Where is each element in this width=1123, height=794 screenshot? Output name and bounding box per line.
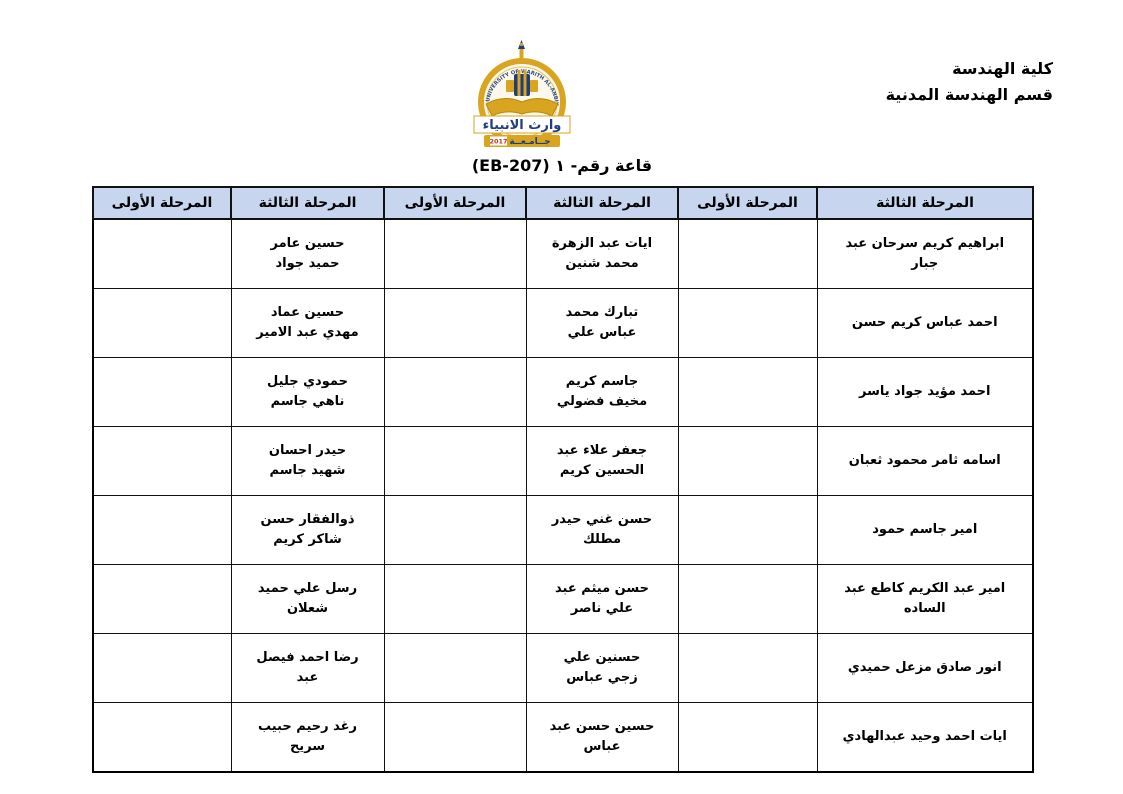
student-name-cell: انور صادق مزعل حميدي (816, 633, 1034, 703)
empty-cell (92, 564, 232, 634)
empty-cell (383, 288, 527, 358)
empty-cell (677, 702, 818, 773)
student-name-cell: ايات احمد وحيد عبدالهادي (816, 702, 1034, 773)
empty-cell (677, 633, 818, 703)
student-name-cell: ابراهيم كريم سرحان عبد جبار (816, 218, 1034, 289)
student-name-cell: جاسم كريم مخيف فضولي (525, 357, 679, 427)
student-name-cell: جعفر علاء عبد الحسين كريم (525, 426, 679, 496)
empty-cell (383, 702, 527, 773)
empty-cell (383, 495, 527, 565)
student-name-cell: حسن ميثم عبد علي ناصر (525, 564, 679, 634)
college-header: كلية الهندسة قسم الهندسة المدنية (886, 56, 1053, 108)
room-title: قاعة رقم- ١ (EB-207) (471, 156, 653, 175)
empty-cell (677, 495, 818, 565)
department-name: قسم الهندسة المدنية (885, 85, 1053, 104)
student-name-cell: رغد رحيم حبيب سريح (230, 702, 385, 773)
student-name-cell: ذوالفقار حسن شاكر كريم (230, 495, 385, 565)
university-logo: UNIVERSITY OF WARITH AL-ANBIYAA وارث الا… (454, 36, 588, 160)
empty-cell (92, 288, 232, 358)
student-name-cell: حسين عماد مهدي عبد الامير (230, 288, 385, 358)
logo-year: 2017 (489, 138, 507, 146)
exam-roster-table: المرحلة الثالثة المرحلة الأولى المرحلة ا… (92, 186, 1034, 773)
student-name-cell: احمد مؤيد جواد ياسر (816, 357, 1034, 427)
table-row: امير جاسم حمود حسن غني حيدر مطلك ذوالفقا… (92, 495, 1034, 565)
empty-cell (383, 633, 527, 703)
empty-cell (92, 633, 232, 703)
logo-banner: وارث الانبياء (473, 115, 571, 134)
student-name-cell: احمد عباس كريم حسن (816, 288, 1034, 358)
column-header-stage3-b: المرحلة الثالثة (525, 186, 679, 220)
student-name-cell: حسين حسن عبد عباس (525, 702, 679, 773)
student-name-cell: حسين عامر حميد جواد (230, 218, 385, 289)
column-header-stage3-c: المرحلة الثالثة (230, 186, 385, 220)
logo-ribbon: جــامـعــة 2017 (484, 135, 560, 147)
student-name-cell: حسن غني حيدر مطلك (525, 495, 679, 565)
student-name-cell: امير عبد الكريم كاطع عبد الساده (816, 564, 1034, 634)
empty-cell (383, 426, 527, 496)
empty-cell (92, 495, 232, 565)
column-header-stage1-a: المرحلة الأولى (677, 186, 818, 220)
student-name-cell: امير جاسم حمود (816, 495, 1034, 565)
student-name-cell: رضا احمد فيصل عبد (230, 633, 385, 703)
empty-cell (92, 426, 232, 496)
empty-cell (92, 218, 232, 289)
table-row: احمد مؤيد جواد ياسر جاسم كريم مخيف فضولي… (92, 357, 1034, 427)
table-row: ابراهيم كريم سرحان عبد جبار ايات عبد الز… (92, 218, 1034, 289)
empty-cell (383, 564, 527, 634)
header-row: المرحلة الثالثة المرحلة الأولى المرحلة ا… (92, 186, 1034, 220)
table-row: احمد عباس كريم حسن تبارك محمد عباس علي ح… (92, 288, 1034, 358)
student-name-cell: حيدر احسان شهيد جاسم (230, 426, 385, 496)
calligraphy-ornament-icon (506, 70, 538, 96)
empty-cell (677, 218, 818, 289)
table-row: ايات احمد وحيد عبدالهادي حسين حسن عبد عب… (92, 702, 1034, 773)
empty-cell (677, 357, 818, 427)
table-row: انور صادق مزعل حميدي حسنين علي زجي عباس … (92, 633, 1034, 703)
logo-ribbon-text: جــامـعــة (509, 137, 550, 147)
logo-banner-text: وارث الانبياء (483, 118, 562, 133)
empty-cell (677, 426, 818, 496)
student-name-cell: حمودي جليل ناهي جاسم (230, 357, 385, 427)
empty-cell (677, 288, 818, 358)
student-name-cell: رسل علي حميد شعلان (230, 564, 385, 634)
student-name-cell: اسامه ثامر محمود ثعبان (816, 426, 1034, 496)
minaret-icon (519, 48, 524, 66)
column-header-stage1-b: المرحلة الأولى (383, 186, 527, 220)
university-emblem-icon: UNIVERSITY OF WARITH AL-ANBIYAA وارث الا… (454, 36, 571, 147)
column-header-stage1-c: المرحلة الأولى (92, 186, 232, 220)
table-row: اسامه ثامر محمود ثعبان جعفر علاء عبد الح… (92, 426, 1034, 496)
empty-cell (383, 218, 527, 289)
table-row: امير عبد الكريم كاطع عبد الساده حسن ميثم… (92, 564, 1034, 634)
empty-cell (677, 564, 818, 634)
empty-cell (92, 702, 232, 773)
empty-cell (383, 357, 527, 427)
empty-cell (92, 357, 232, 427)
student-name-cell: تبارك محمد عباس علي (525, 288, 679, 358)
student-name-cell: ايات عبد الزهرة محمد شنين (525, 218, 679, 289)
college-name: كلية الهندسة (952, 59, 1053, 78)
column-header-stage3-a: المرحلة الثالثة (816, 186, 1034, 220)
student-name-cell: حسنين علي زجي عباس (525, 633, 679, 703)
